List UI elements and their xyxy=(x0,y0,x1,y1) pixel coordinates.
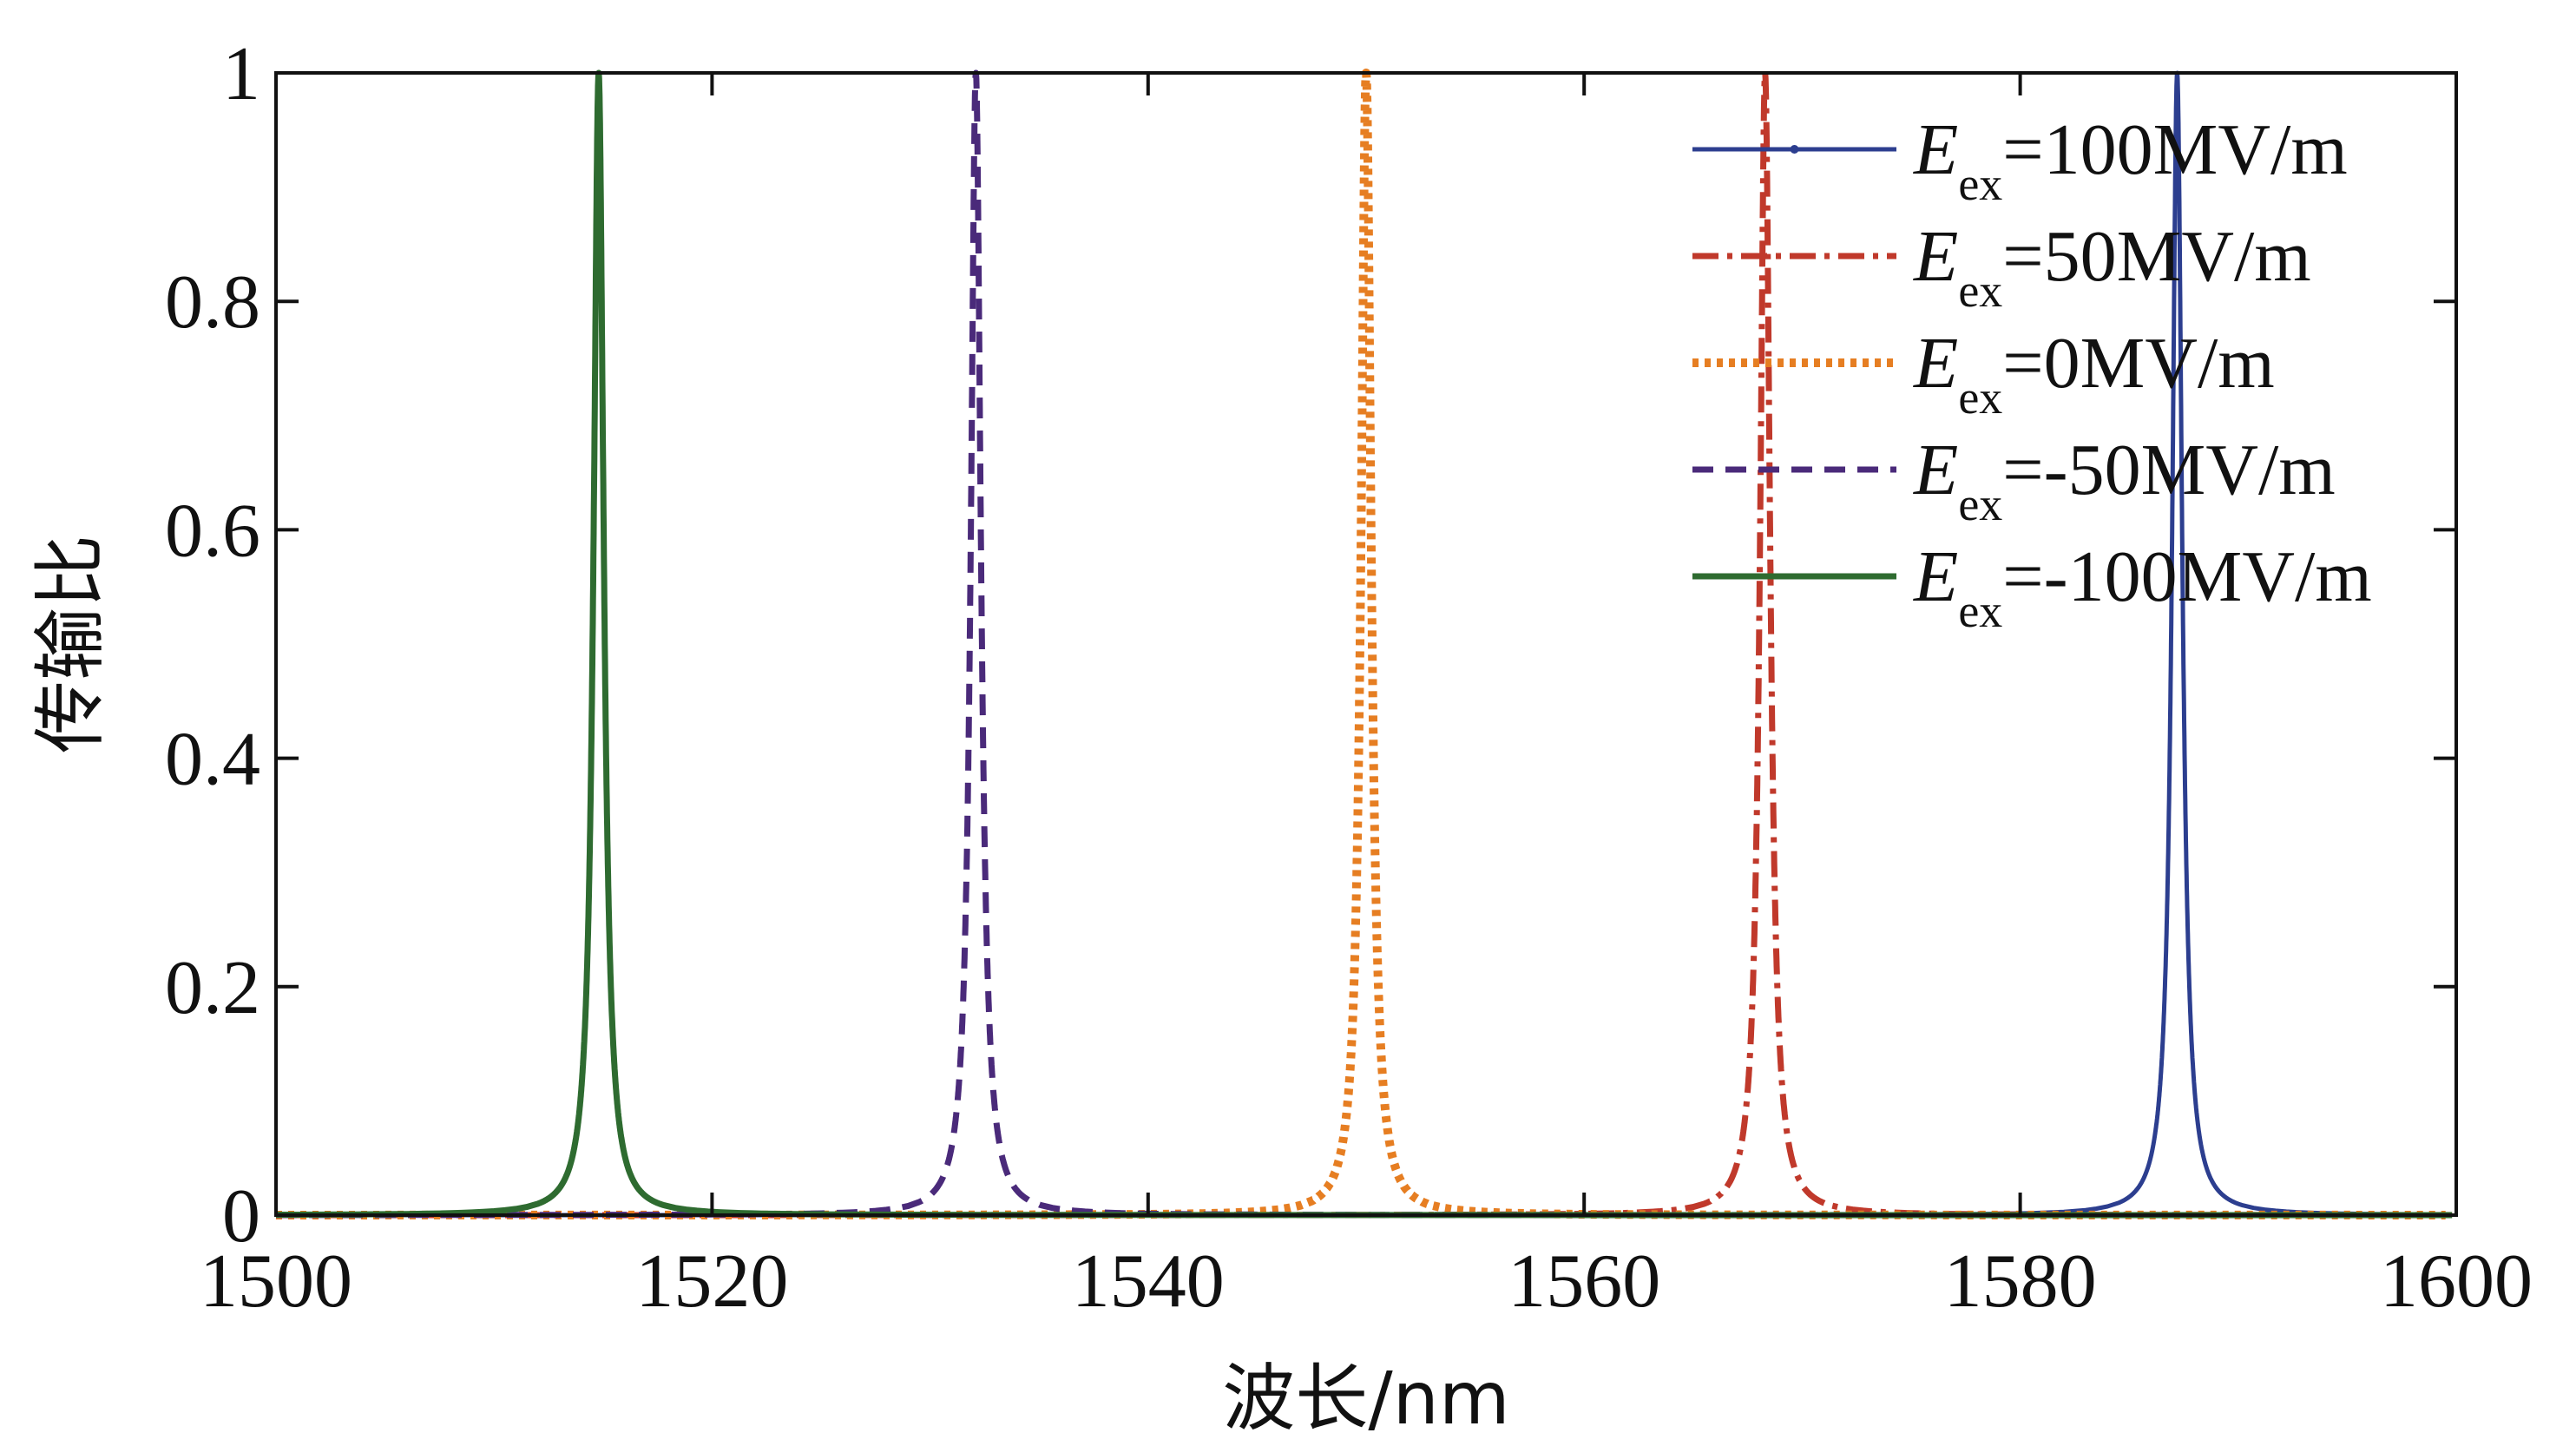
x-tick-label: 1500 xyxy=(200,1239,352,1324)
y-tick-label: 0.6 xyxy=(165,489,260,573)
y-tick-label: 0.2 xyxy=(165,946,260,1030)
legend-label-3: Eex=-50MV/m xyxy=(1913,430,2336,530)
x-tick-label: 1560 xyxy=(1508,1239,1660,1324)
axes-layer: 1500 1520 1540 1560 1580 1600 0 0.2 0.4 0.6 0.8 1 波长… xyxy=(28,32,2533,1441)
y-tick-label: 0.8 xyxy=(165,260,260,345)
legend-label-2: Eex=0MV/m xyxy=(1913,323,2275,424)
legend: Eex=100MV/mEex=50MV/mEex=0MV/mEex=-50MV/… xyxy=(1692,109,2372,637)
legend-label-0: Eex=100MV/m xyxy=(1913,109,2348,210)
y-tick-label: 0.4 xyxy=(165,718,260,802)
x-tick-label: 1600 xyxy=(2380,1239,2533,1324)
legend-label-1: Eex=50MV/m xyxy=(1913,216,2311,317)
x-tick-label: 1580 xyxy=(1944,1239,2097,1324)
legend-marker-0 xyxy=(1790,145,1799,154)
series-line-2 xyxy=(276,69,2446,1219)
series-line-3 xyxy=(276,69,2448,1219)
y-tick-label: 1 xyxy=(222,32,260,116)
y-tick-label: 0 xyxy=(222,1174,260,1259)
series-line-1 xyxy=(276,69,2453,1219)
x-tick-label: 1520 xyxy=(635,1239,788,1324)
plot-frame xyxy=(274,71,2458,1217)
x-tick-label: 1540 xyxy=(1072,1239,1225,1324)
y-axis-label: 传输比 xyxy=(28,535,113,753)
x-axis-label: 波长/nm xyxy=(1222,1356,1509,1441)
legend-label-4: Eex=-100MV/m xyxy=(1913,536,2372,637)
